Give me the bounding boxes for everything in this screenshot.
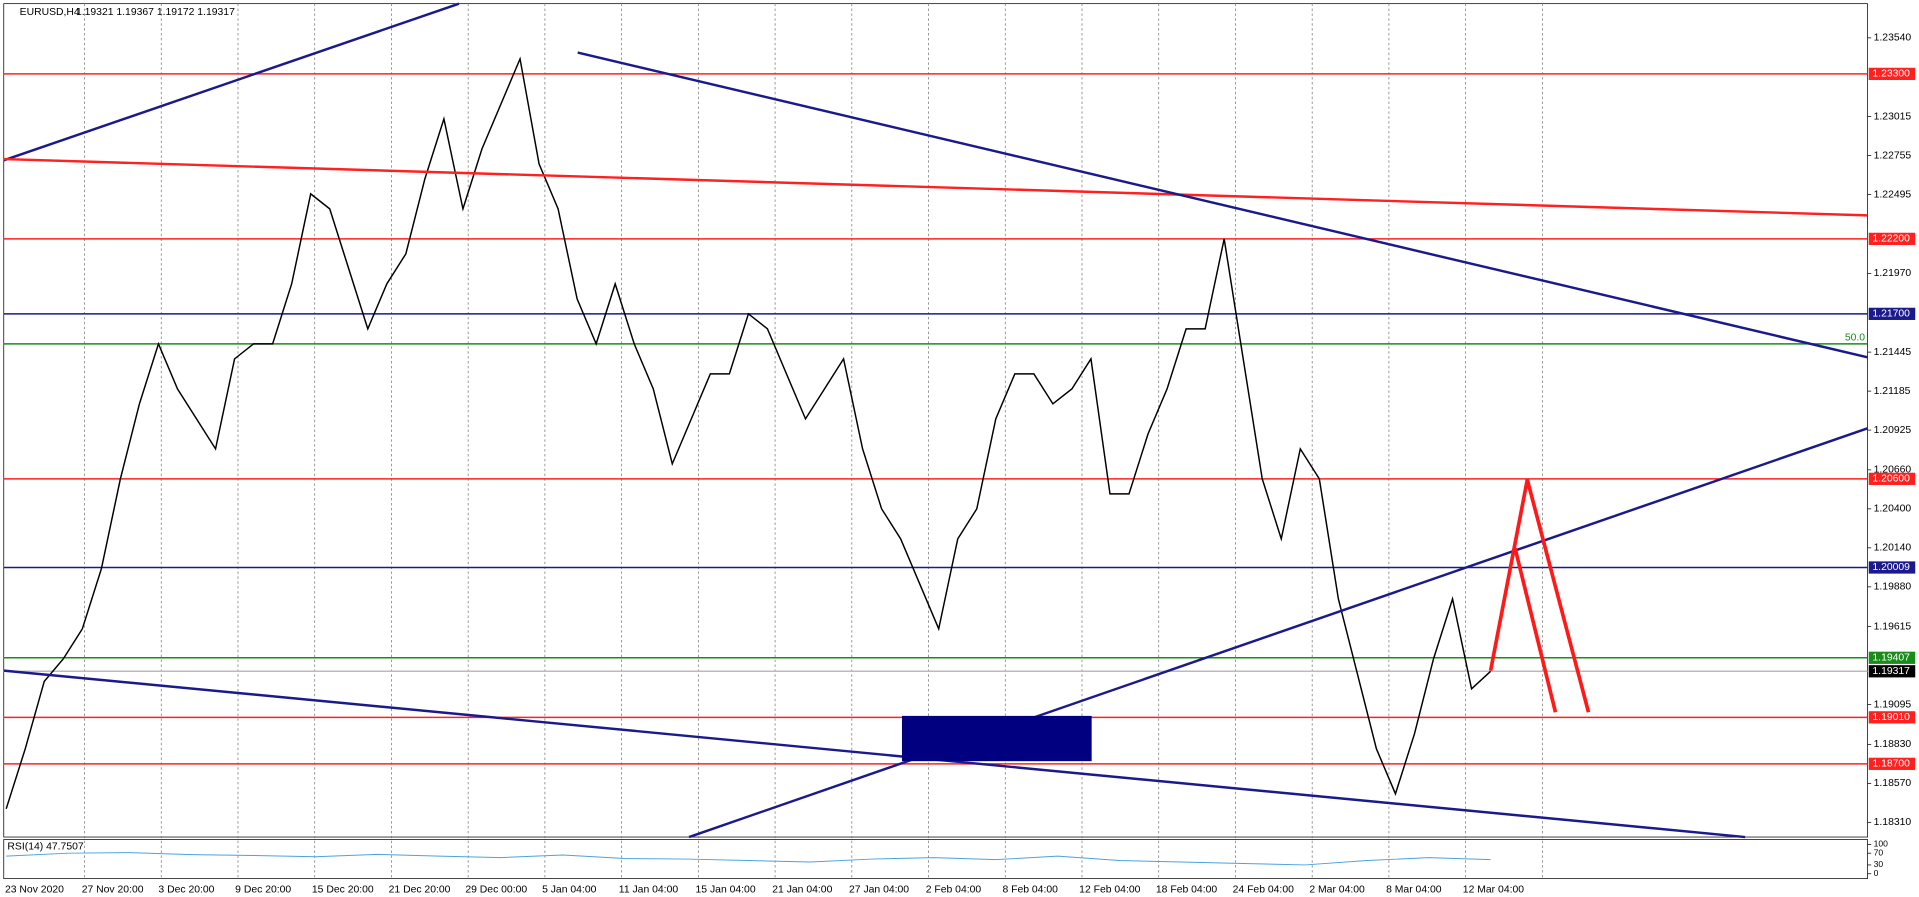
price-label: 1.20400 [1874, 504, 1912, 515]
rsi-tick-label: 0 [1874, 868, 1879, 878]
time-label: 18 Feb 04:00 [1156, 884, 1217, 895]
level-label: 1.20009 [1872, 562, 1910, 573]
price-label: 1.23540 [1874, 33, 1912, 44]
symbol: EURUSD,H4 [20, 7, 80, 18]
trend-line [3, 2, 460, 162]
time-label: 23 Nov 2020 [5, 884, 64, 895]
level-box [1868, 232, 1916, 245]
trend-line [3, 669, 1746, 839]
zone [901, 715, 1092, 762]
price-label: 1.20140 [1874, 543, 1912, 554]
time-label: 3 Dec 20:00 [158, 884, 214, 895]
trend-line [688, 427, 1868, 839]
time-label: 12 Mar 04:00 [1463, 884, 1524, 895]
level-label: 1.19407 [1872, 653, 1910, 664]
level-box [1868, 67, 1916, 80]
trend-line [3, 157, 1868, 217]
time-label: 15 Jan 04:00 [696, 884, 756, 895]
price-label: 1.21445 [1874, 347, 1912, 358]
time-label: 24 Feb 04:00 [1233, 884, 1294, 895]
level-box [1868, 472, 1916, 485]
price-label: 1.19095 [1874, 699, 1912, 710]
price-line [5, 56, 1492, 810]
level-box [1868, 651, 1916, 664]
rsi-label: RSI(14) 47.7507 [7, 842, 83, 853]
time-label: 21 Dec 20:00 [389, 884, 451, 895]
level-box [1868, 757, 1916, 770]
time-label: 8 Mar 04:00 [1386, 884, 1442, 895]
level-label: 1.21700 [1872, 309, 1910, 320]
time-label: 27 Jan 04:00 [849, 884, 909, 895]
price-label: 1.18830 [1874, 739, 1912, 750]
rsi-tick-label: 100 [1874, 839, 1889, 849]
time-label: 15 Dec 20:00 [312, 884, 374, 895]
price-label: 1.19880 [1874, 582, 1912, 593]
time-label: 27 Nov 20:00 [82, 884, 144, 895]
level-box [1868, 307, 1916, 320]
time-label: 8 Feb 04:00 [1002, 884, 1058, 895]
time-label: 9 Dec 20:00 [235, 884, 291, 895]
rsi-tick-label: 70 [1874, 847, 1884, 857]
price-label: 1.21185 [1874, 386, 1911, 397]
price-label: 1.23015 [1874, 111, 1912, 122]
rsi-pane [3, 839, 1868, 880]
level-label: 1.23300 [1872, 69, 1910, 80]
time-label: 2 Feb 04:00 [926, 884, 982, 895]
time-label: 21 Jan 04:00 [772, 884, 832, 895]
level-box [1868, 665, 1916, 678]
level-box [1868, 561, 1916, 574]
fib-label: 50.0 [1845, 332, 1865, 343]
level-label: 1.20600 [1872, 474, 1910, 485]
rsi-tick-label: 30 [1874, 859, 1884, 869]
price-label: 1.20660 [1874, 465, 1912, 476]
rsi-line [6, 852, 1491, 866]
level-box [1868, 711, 1916, 724]
price-label: 1.22755 [1874, 150, 1912, 161]
time-label: 29 Dec 00:00 [465, 884, 527, 895]
quote: 1.19321 1.19367 1.19172 1.19317 [76, 7, 235, 18]
trend-line [577, 51, 1868, 359]
level-label: 1.19010 [1872, 712, 1910, 723]
arrow [1513, 547, 1558, 713]
drawings [3, 2, 1868, 839]
price-label: 1.18310 [1874, 817, 1912, 828]
arrow [1488, 479, 1591, 713]
level-label: 1.22200 [1872, 234, 1910, 245]
price-label: 1.20925 [1874, 425, 1912, 436]
time-label: 11 Jan 04:00 [619, 884, 679, 895]
level-label: 1.19317 [1872, 666, 1910, 677]
price-label: 1.18570 [1874, 778, 1912, 789]
price-label: 1.22495 [1874, 189, 1912, 200]
price-label: 1.19615 [1874, 621, 1912, 632]
price-label: 1.21970 [1874, 268, 1912, 279]
time-label: 2 Mar 04:00 [1309, 884, 1365, 895]
time-label: 12 Feb 04:00 [1079, 884, 1140, 895]
time-label: 5 Jan 04:00 [542, 884, 597, 895]
level-label: 1.18700 [1872, 759, 1910, 770]
